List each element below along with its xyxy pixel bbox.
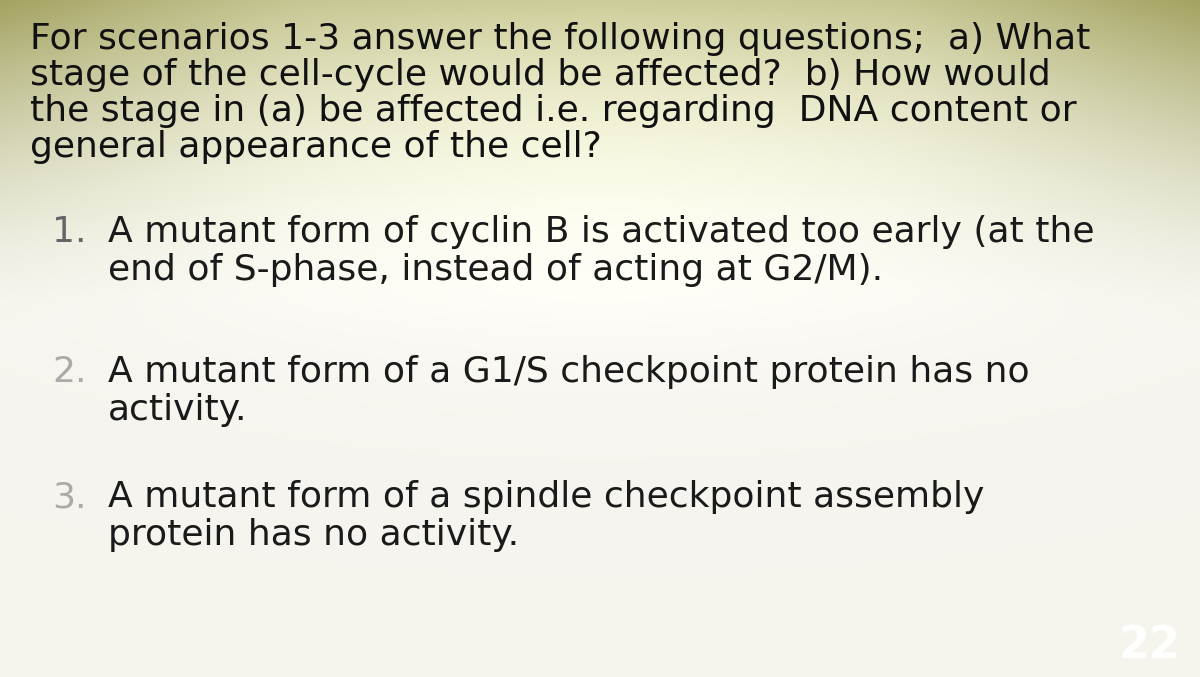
- Text: general appearance of the cell?: general appearance of the cell?: [30, 130, 601, 164]
- Text: 3.: 3.: [52, 480, 86, 514]
- Text: A mutant form of cyclin B is activated too early (at the: A mutant form of cyclin B is activated t…: [108, 215, 1094, 249]
- Text: stage of the cell-cycle would be affected?  b) How would: stage of the cell-cycle would be affecte…: [30, 58, 1051, 92]
- Text: A mutant form of a G1/S checkpoint protein has no: A mutant form of a G1/S checkpoint prote…: [108, 355, 1030, 389]
- Text: 2.: 2.: [52, 355, 86, 389]
- Text: activity.: activity.: [108, 393, 247, 427]
- Text: For scenarios 1-3 answer the following questions;  a) What: For scenarios 1-3 answer the following q…: [30, 22, 1091, 56]
- Text: end of S-phase, instead of acting at G2/M).: end of S-phase, instead of acting at G2/…: [108, 253, 883, 287]
- Text: the stage in (a) be affected i.e. regarding  DNA content or: the stage in (a) be affected i.e. regard…: [30, 94, 1076, 128]
- Text: A mutant form of a spindle checkpoint assembly: A mutant form of a spindle checkpoint as…: [108, 480, 984, 514]
- Text: 1.: 1.: [52, 215, 86, 249]
- Text: 22: 22: [1118, 624, 1180, 667]
- Text: protein has no activity.: protein has no activity.: [108, 518, 520, 552]
